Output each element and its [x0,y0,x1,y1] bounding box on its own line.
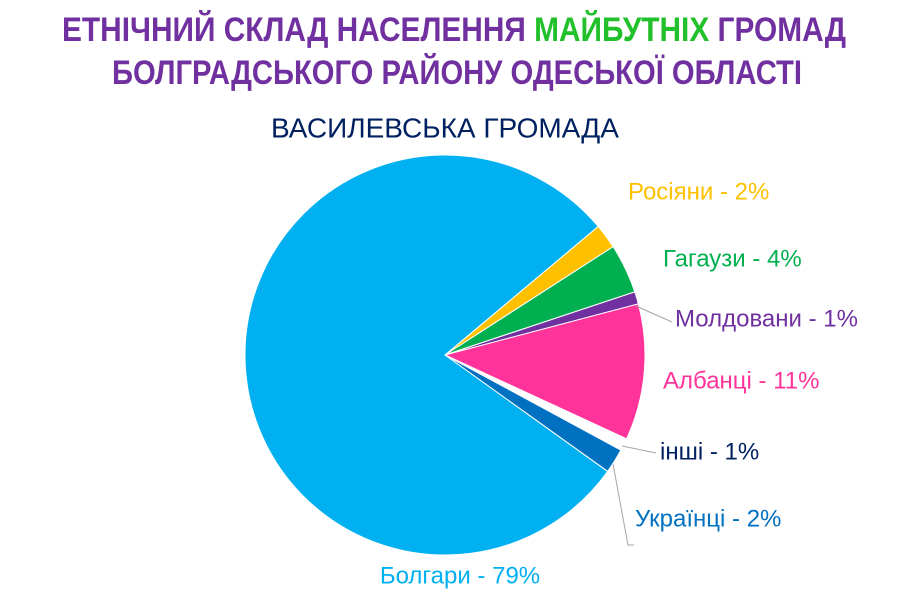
pie-slice [443,303,646,440]
chart-title: ЕТНІЧНИЙ СКЛАД НАСЕЛЕННЯ МАЙБУТНІХ ГРОМА… [62,10,846,49]
data-label: Гагаузи - 4% [663,245,802,272]
data-label: Болгари - 79% [380,562,540,589]
data-label: Албанці - 11% [663,367,819,394]
chart-subtitle: ВАСИЛЕВСЬКА ГРОМАДА [271,112,619,143]
leader-line [612,463,634,546]
title-part: МАЙБУТНІХ [534,10,709,49]
leader-line [635,305,673,323]
data-label: Молдовани - 1% [675,305,858,332]
chart-title: БОЛГРАДСЬКОГО РАЙОНУ ОДЕСЬКОЇ ОБЛАСТІ [112,53,802,92]
data-label: Українці - 2% [635,505,781,532]
data-label: Росіяни - 2% [628,178,769,205]
data-label: інші - 1% [660,438,759,465]
title-part: ГРОМАД [709,11,846,49]
pie-slice [244,154,609,556]
leader-line [621,445,657,454]
title-part: ЕТНІЧНИЙ СКЛАД НАСЕЛЕННЯ [62,10,534,49]
